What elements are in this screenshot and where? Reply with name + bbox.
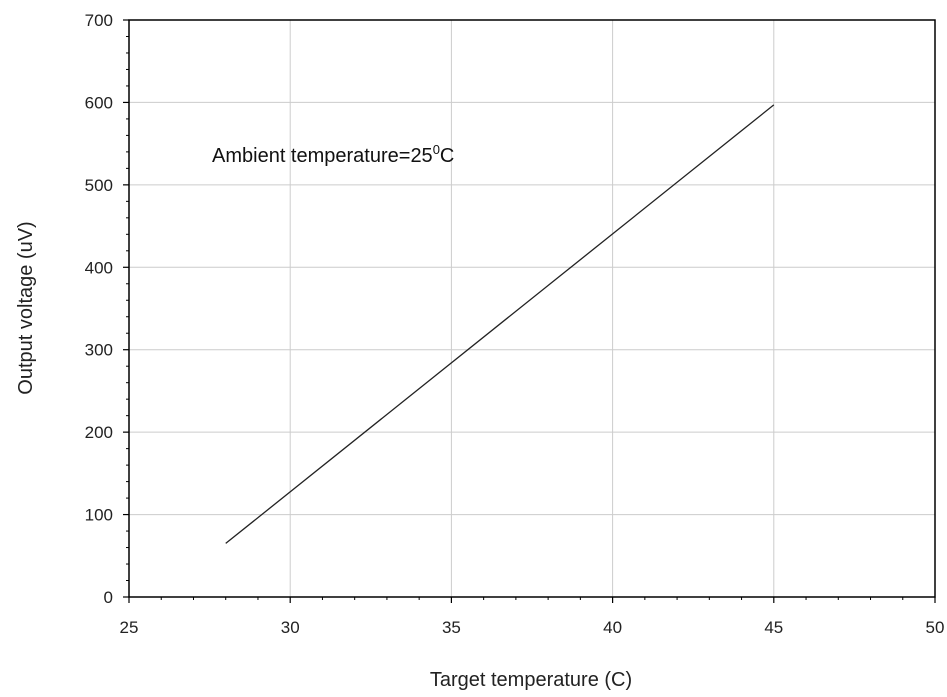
- annotation-unit: C: [440, 145, 454, 167]
- y-tick-label: 0: [104, 588, 113, 607]
- grid-lines: [129, 20, 935, 597]
- x-tick-label: 45: [764, 618, 783, 637]
- y-tick-label: 100: [85, 506, 113, 525]
- annotation-text: Ambient temperature=25: [212, 145, 433, 167]
- x-tick-label: 25: [120, 618, 139, 637]
- y-tick-label: 700: [85, 11, 113, 30]
- x-tick-label: 35: [442, 618, 461, 637]
- y-tick-label: 500: [85, 176, 113, 195]
- y-tick-labels: 0 100 200 300 400 500 600 700: [85, 11, 113, 607]
- x-tick-label: 30: [281, 618, 300, 637]
- y-tick-label: 400: [85, 258, 113, 277]
- x-tick-labels: 25 30 35 40 45 50: [120, 618, 945, 637]
- y-tick-label: 600: [85, 93, 113, 112]
- series-layer: [225, 104, 775, 544]
- annotation-superscript: 0: [433, 142, 440, 157]
- y-tick-label: 200: [85, 423, 113, 442]
- x-tick-label: 40: [603, 618, 622, 637]
- x-tick-label: 50: [926, 618, 945, 637]
- y-tick-label: 300: [85, 341, 113, 360]
- ambient-temperature-annotation: Ambient temperature=250C: [212, 142, 454, 167]
- plot-frame: [128, 19, 936, 598]
- series-line: [225, 104, 775, 544]
- axis-ticks: [123, 19, 936, 603]
- y-axis-title: Output voltage (uV): [15, 221, 37, 394]
- x-axis-title: Target temperature (C): [430, 669, 632, 691]
